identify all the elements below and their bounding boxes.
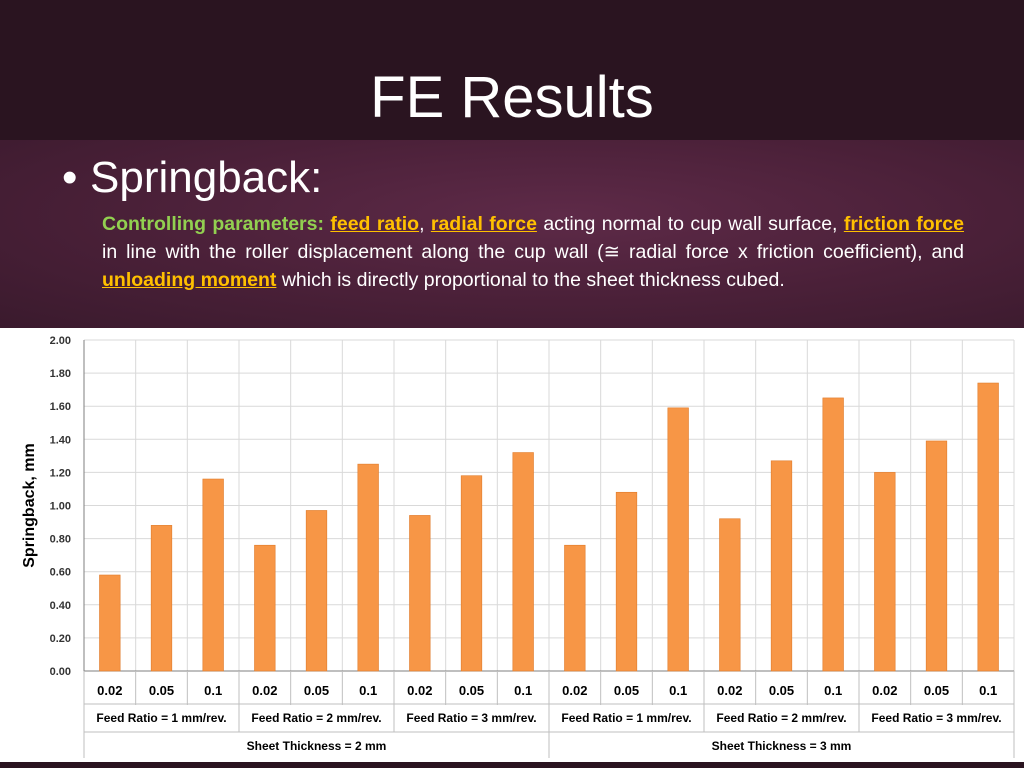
bullet-heading: • Springback: xyxy=(62,152,322,204)
paragraph-text-2: acting normal to cup wall surface, xyxy=(536,213,844,235)
bar xyxy=(99,574,121,672)
y-tick-label: 1.20 xyxy=(50,467,71,479)
y-tick-label: 0.40 xyxy=(50,600,71,612)
x-tick-label: 0.05 xyxy=(304,683,329,698)
y-tick-label: 1.40 xyxy=(50,434,71,446)
y-tick-label: 0.60 xyxy=(50,567,71,579)
bar xyxy=(615,491,638,672)
paragraph-text-3: in line with the roller displacement alo… xyxy=(102,241,964,263)
y-tick-label: 2.00 xyxy=(50,335,71,347)
x-tick-label: 0.1 xyxy=(514,683,532,698)
bar xyxy=(822,397,844,672)
x-tick-label: 0.02 xyxy=(717,683,742,698)
bar xyxy=(512,452,534,672)
y-tick-label: 0.80 xyxy=(50,534,71,546)
bar xyxy=(770,460,793,672)
feed-ratio-label: Feed Ratio = 1 mm/rev. xyxy=(561,711,691,725)
y-tick-label: 0.20 xyxy=(50,633,71,645)
bottom-band xyxy=(0,762,1024,768)
x-tick-label: 0.05 xyxy=(149,683,174,698)
keyword-radial-force: radial force xyxy=(430,213,537,235)
slide-title: FE Results xyxy=(370,65,654,130)
y-tick-label: 0.00 xyxy=(50,666,71,678)
keyword-friction-force: friction force xyxy=(843,213,964,235)
keyword-unloading-moment: unloading moment xyxy=(102,269,277,291)
bar xyxy=(925,440,948,672)
y-axis-label: Springback, mm xyxy=(21,443,38,567)
x-tick-label: 0.02 xyxy=(872,683,897,698)
x-tick-label: 0.05 xyxy=(769,683,794,698)
x-tick-label: 0.1 xyxy=(824,683,842,698)
feed-ratio-label: Feed Ratio = 1 mm/rev. xyxy=(96,711,226,725)
bar xyxy=(150,525,173,672)
feed-ratio-label: Feed Ratio = 2 mm/rev. xyxy=(716,711,846,725)
x-tick-label: 0.02 xyxy=(562,683,587,698)
title-band xyxy=(0,0,1024,140)
bar xyxy=(719,518,741,672)
x-tick-label: 0.02 xyxy=(407,683,432,698)
bar xyxy=(305,510,328,672)
text-band xyxy=(0,140,1024,328)
bar xyxy=(874,472,896,672)
paragraph-text-1: , xyxy=(419,213,431,235)
x-tick-label: 0.1 xyxy=(669,683,687,698)
x-tick-label: 0.1 xyxy=(979,683,997,698)
bar xyxy=(977,382,999,672)
feed-ratio-label: Feed Ratio = 3 mm/rev. xyxy=(406,711,536,725)
x-tick-label: 0.05 xyxy=(459,683,484,698)
y-tick-label: 1.60 xyxy=(50,401,71,413)
chart-area: 0.00 0.20 0.40 0.60 0.80 1.00 1.20 1.40 1.60 1.80… xyxy=(0,328,1024,762)
bar xyxy=(254,544,276,672)
bar xyxy=(667,407,689,672)
feed-ratio-label: Feed Ratio = 2 mm/rev. xyxy=(251,711,381,725)
y-tick-label: 1.00 xyxy=(50,501,71,513)
sheet-thickness-label: Sheet Thickness = 2 mm xyxy=(247,739,387,753)
bar xyxy=(409,515,431,672)
bar xyxy=(460,475,483,672)
bullet-text: Springback: xyxy=(90,153,323,202)
x-tick-label: 0.05 xyxy=(924,683,949,698)
description-paragraph: Controlling parameters: feed ratio, radi… xyxy=(102,210,964,294)
x-tick-label: 0.1 xyxy=(359,683,377,698)
x-tick-label: 0.02 xyxy=(252,683,277,698)
lead-text: Controlling parameters: xyxy=(102,213,324,235)
y-tick-label: 1.80 xyxy=(50,368,71,380)
sheet-thickness-label: Sheet Thickness = 3 mm xyxy=(712,739,852,753)
keyword-feed-ratio: feed ratio xyxy=(330,213,420,235)
x-tick-label: 0.05 xyxy=(614,683,639,698)
feed-ratio-label: Feed Ratio = 3 mm/rev. xyxy=(871,711,1001,725)
bar-chart: 0.00 0.20 0.40 0.60 0.80 1.00 1.20 1.40 1.60 1.80… xyxy=(21,335,1015,758)
bar xyxy=(202,478,224,672)
x-tick-label: 0.1 xyxy=(204,683,222,698)
bar xyxy=(357,463,379,672)
paragraph-text-4: which is directly proportional to the sh… xyxy=(276,269,785,291)
bullet-dot: • xyxy=(62,153,78,202)
bar xyxy=(564,544,586,672)
x-tick-label: 0.02 xyxy=(97,683,122,698)
